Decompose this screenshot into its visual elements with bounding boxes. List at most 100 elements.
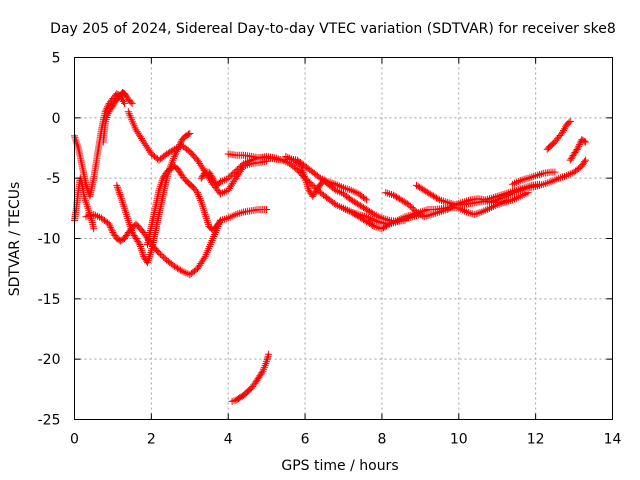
data-point bbox=[122, 92, 130, 100]
data-point bbox=[186, 130, 194, 137]
data-point bbox=[406, 202, 414, 210]
x-tick-label: 10 bbox=[450, 432, 468, 448]
data-point bbox=[127, 98, 135, 106]
data-point bbox=[405, 201, 413, 209]
data-point bbox=[171, 151, 179, 159]
data-point bbox=[559, 128, 566, 136]
series-arc-3 bbox=[124, 108, 271, 198]
data-point bbox=[192, 187, 200, 195]
series-arc-14 bbox=[486, 156, 590, 206]
data-point bbox=[170, 152, 178, 160]
series-arc-4 bbox=[71, 174, 98, 233]
data-point bbox=[155, 249, 163, 257]
data-point bbox=[104, 110, 112, 118]
y-tick-label: -10 bbox=[38, 232, 61, 248]
data-point bbox=[109, 102, 117, 110]
data-point bbox=[113, 181, 121, 189]
data-point bbox=[536, 171, 543, 178]
data-point bbox=[210, 176, 218, 184]
data-point bbox=[537, 181, 545, 189]
series-arc-6 bbox=[113, 130, 194, 267]
y-tick-label: -5 bbox=[47, 171, 61, 187]
data-point bbox=[226, 173, 234, 181]
data-point bbox=[369, 222, 377, 229]
x-tick-label: 12 bbox=[527, 432, 545, 448]
data-point bbox=[172, 149, 180, 157]
data-point bbox=[409, 205, 417, 213]
data-point bbox=[209, 174, 217, 182]
data-point bbox=[361, 195, 369, 203]
data-point bbox=[107, 223, 115, 231]
data-point bbox=[128, 99, 136, 107]
y-tick-label: 0 bbox=[52, 111, 61, 127]
data-point bbox=[384, 189, 392, 197]
data-point bbox=[105, 220, 113, 228]
y-tick-label: -15 bbox=[38, 292, 61, 308]
data-point bbox=[176, 141, 184, 149]
data-point bbox=[121, 99, 128, 107]
data-point bbox=[430, 210, 438, 218]
data-point bbox=[177, 139, 185, 147]
data-point bbox=[229, 170, 237, 178]
data-point bbox=[232, 167, 240, 175]
data-points bbox=[71, 89, 590, 405]
data-point bbox=[528, 173, 536, 181]
series-arc-15 bbox=[509, 168, 559, 188]
series-arc-10 bbox=[282, 152, 409, 226]
series-arc-7 bbox=[144, 162, 271, 248]
data-point bbox=[575, 142, 583, 150]
data-point bbox=[116, 191, 124, 198]
data-point bbox=[235, 164, 243, 172]
data-point bbox=[122, 232, 130, 239]
data-point bbox=[582, 138, 590, 146]
data-point bbox=[174, 144, 182, 152]
data-point bbox=[233, 166, 241, 173]
series-arc-17 bbox=[566, 136, 590, 164]
x-tick-label: 6 bbox=[301, 432, 310, 448]
data-point bbox=[560, 127, 567, 134]
chart-title: Day 205 of 2024, Sidereal Day-to-day VTE… bbox=[50, 21, 616, 37]
x-tick-label: 0 bbox=[70, 432, 79, 448]
data-point bbox=[422, 206, 430, 214]
data-point bbox=[434, 195, 442, 203]
data-point bbox=[108, 227, 116, 235]
data-point bbox=[175, 142, 183, 150]
y-tick-label: 5 bbox=[52, 51, 61, 67]
data-point bbox=[200, 254, 208, 262]
data-point bbox=[530, 172, 538, 180]
data-point bbox=[173, 147, 181, 155]
data-point bbox=[224, 174, 232, 182]
y-tick-labels: -25 -20 -15 -10 -5 0 5 bbox=[38, 51, 61, 429]
x-tick-label: 4 bbox=[224, 432, 233, 448]
data-point bbox=[113, 183, 121, 191]
data-point bbox=[580, 137, 588, 145]
data-point bbox=[574, 144, 582, 152]
data-point bbox=[103, 111, 111, 119]
series-arc-16 bbox=[543, 118, 574, 153]
x-tick-label: 2 bbox=[147, 432, 156, 448]
data-point bbox=[107, 225, 115, 233]
data-point bbox=[90, 225, 98, 233]
data-point bbox=[472, 210, 480, 218]
data-point bbox=[160, 253, 168, 261]
data-point bbox=[580, 159, 588, 167]
y-axis-label: SDTVAR / TECUs bbox=[7, 182, 23, 297]
data-point bbox=[565, 119, 573, 127]
data-point bbox=[408, 204, 416, 212]
data-point bbox=[215, 219, 223, 227]
data-point bbox=[561, 125, 568, 133]
data-point bbox=[135, 239, 143, 247]
data-point bbox=[185, 130, 192, 138]
data-point bbox=[420, 207, 428, 215]
x-tick-label: 14 bbox=[604, 432, 622, 448]
data-point bbox=[105, 108, 113, 116]
data-point bbox=[573, 146, 581, 153]
data-point bbox=[537, 170, 545, 178]
data-point bbox=[174, 146, 181, 154]
x-tick-label: 8 bbox=[377, 432, 386, 448]
x-tick-labels: 0 2 4 6 8 10 12 14 bbox=[70, 432, 621, 448]
axis-ticks bbox=[74, 57, 613, 420]
x-axis-label: GPS time / hours bbox=[281, 458, 398, 474]
data-point bbox=[176, 169, 184, 177]
